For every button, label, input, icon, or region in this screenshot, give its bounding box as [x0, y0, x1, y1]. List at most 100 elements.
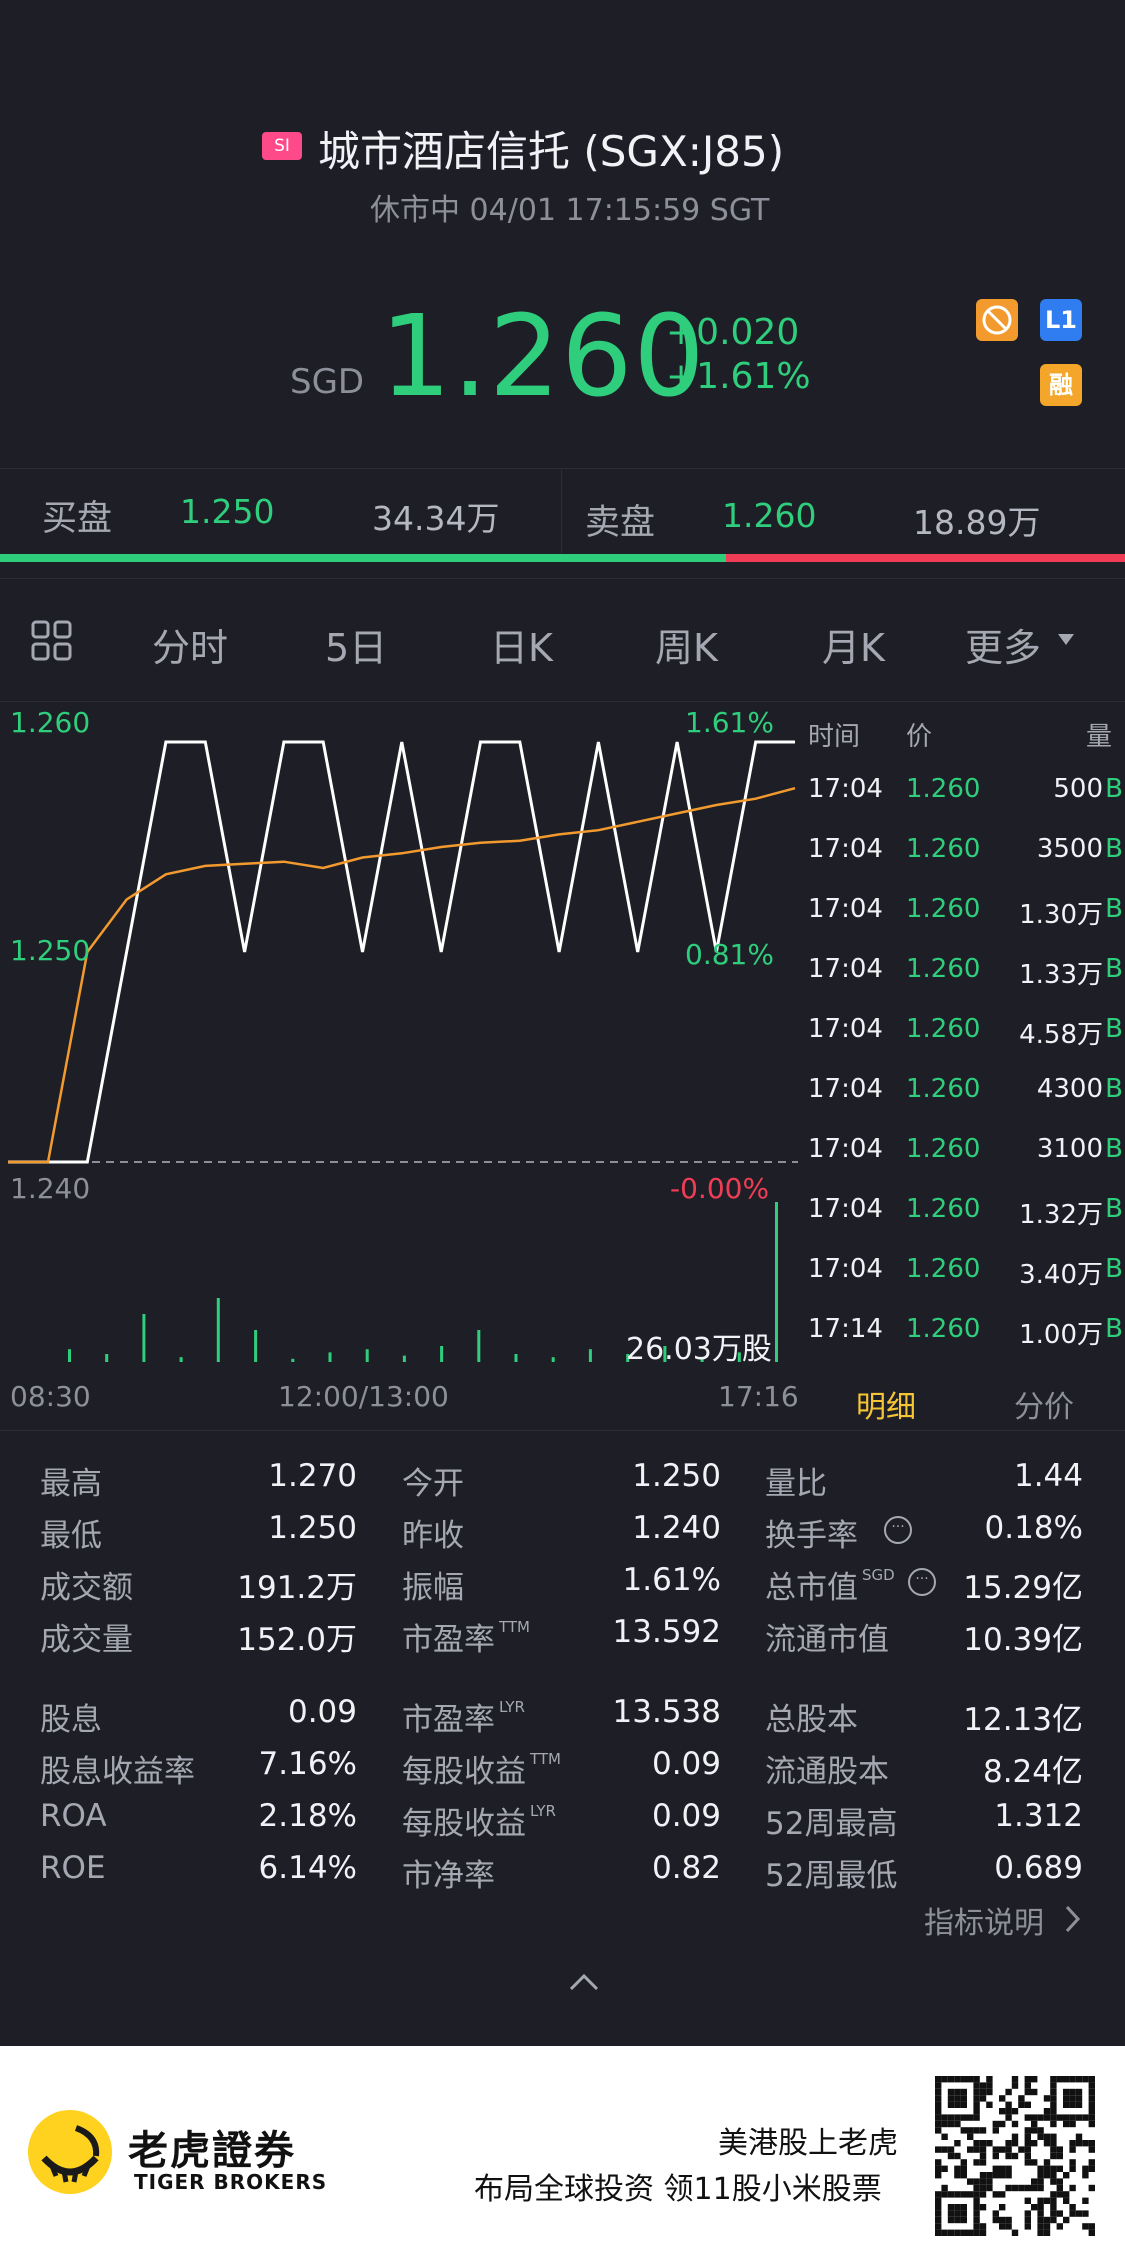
- stat-value: 191.2万: [237, 1570, 357, 1606]
- y-axis-mid-pct: 0.81%: [685, 938, 774, 971]
- stat-value: 1.61%: [622, 1562, 721, 1598]
- trade-time: 17:04: [808, 1074, 883, 1104]
- market-status: 休市中 04/01 17:15:59 SGT: [370, 193, 770, 228]
- tab-5day[interactable]: 5日: [325, 626, 388, 670]
- trade-price: 1.260: [906, 954, 981, 984]
- stat-superscript: LYR: [499, 1698, 525, 1716]
- trade-price: 1.260: [906, 1314, 981, 1344]
- chevron-down-icon[interactable]: [1058, 634, 1074, 645]
- volume-bar: [477, 1330, 481, 1362]
- trade-time: 17:04: [808, 1014, 883, 1044]
- trade-price: 1.260: [906, 834, 981, 864]
- ask-label: 卖盘: [585, 503, 656, 543]
- volume-bar: [365, 1349, 369, 1362]
- tiger-logo-icon: [26, 2108, 114, 2200]
- stat-label: 市盈率 LYR: [402, 1698, 525, 1738]
- stat-value: 0.09: [651, 1798, 721, 1834]
- period-tabs: 分时 5日 日K 周K 月K 更多: [0, 578, 1125, 702]
- volume-bar: [328, 1352, 332, 1362]
- stat-value: 1.250: [632, 1458, 721, 1494]
- info-icon[interactable]: ···: [908, 1568, 936, 1596]
- stat-value: 0.689: [994, 1850, 1083, 1886]
- volume-bar: [775, 1202, 778, 1362]
- volume-bar: [402, 1355, 406, 1362]
- info-icon[interactable]: ···: [884, 1516, 912, 1544]
- stat-value: 1.44: [1013, 1458, 1083, 1494]
- x-axis-mid: 12:00/13:00: [278, 1380, 449, 1413]
- trade-side: B: [1105, 894, 1123, 924]
- price-line: [8, 740, 795, 1164]
- trade-side: B: [1105, 1134, 1123, 1164]
- stat-value: 0.09: [287, 1694, 357, 1730]
- trade-volume: 4300: [1036, 1074, 1103, 1104]
- margin-badge[interactable]: 融: [1040, 364, 1082, 406]
- divider: [0, 468, 1125, 469]
- stat-label: 振幅: [402, 1570, 464, 1606]
- stat-label: 股息收益率: [40, 1754, 195, 1790]
- tab-more[interactable]: 更多: [965, 626, 1042, 670]
- y-axis-bottom-label: 1.240: [10, 1172, 91, 1205]
- stat-label: 流通股本: [765, 1754, 889, 1790]
- trade-side: B: [1105, 1194, 1123, 1224]
- y-axis-top-label: 1.260: [10, 706, 91, 739]
- stat-value: 1.312: [994, 1798, 1083, 1834]
- stat-label: 今开: [402, 1466, 464, 1502]
- x-axis-end: 17:16: [718, 1380, 799, 1413]
- chart-canvas: [8, 740, 798, 1362]
- x-axis-start: 08:30: [10, 1380, 91, 1413]
- tab-intraday[interactable]: 分时: [152, 626, 229, 670]
- trade-side: B: [1105, 1314, 1123, 1344]
- stat-value: 152.0万: [237, 1622, 357, 1658]
- tab-price-distribution[interactable]: 分价: [1014, 1390, 1074, 1425]
- level1-badge[interactable]: L1: [1040, 299, 1082, 341]
- tab-daily-k[interactable]: 日K: [490, 626, 553, 670]
- tab-trade-detail[interactable]: 明细: [856, 1390, 916, 1425]
- price-change: +0.020: [666, 312, 800, 353]
- stock-title: 城市酒店信托 (SGX:J85): [318, 127, 785, 176]
- trade-volume: 3500: [1036, 834, 1103, 864]
- chevron-right-icon[interactable]: [1064, 1904, 1082, 1938]
- chevron-right-svg: [1065, 1905, 1081, 1933]
- stat-superscript: LYR: [530, 1802, 556, 1820]
- stat-label: 市净率: [402, 1858, 495, 1894]
- grid-icon[interactable]: [30, 619, 74, 667]
- volume-total: 26.03万股: [626, 1332, 772, 1367]
- tab-weekly-k[interactable]: 周K: [655, 626, 718, 670]
- stat-value: 12.13亿: [963, 1702, 1083, 1738]
- bid-ask-bar: 买盘 1.250 34.34万 卖盘 1.260 18.89万: [0, 468, 1125, 562]
- stat-label: 换手率: [765, 1518, 858, 1554]
- trade-volume: 3100: [1036, 1134, 1103, 1164]
- trade-time: 17:04: [808, 1194, 883, 1224]
- trades-header-price: 价: [906, 722, 933, 752]
- no-short-icon[interactable]: [976, 299, 1018, 341]
- stat-superscript: TTM: [499, 1618, 531, 1636]
- chevron-up-icon[interactable]: [568, 1972, 600, 1996]
- stat-label: 每股收益 TTM: [402, 1750, 562, 1790]
- bid-price: 1.250: [180, 492, 275, 531]
- stat-value: 1.250: [268, 1510, 357, 1546]
- y-axis-mid-label: 1.250: [10, 934, 91, 967]
- no-short-icon-svg: [982, 305, 1012, 335]
- qr-code-icon[interactable]: [935, 2076, 1095, 2236]
- trade-time: 17:04: [808, 1134, 883, 1164]
- trade-price: 1.260: [906, 1074, 981, 1104]
- stat-value: 0.18%: [984, 1510, 1083, 1546]
- trade-detail-list[interactable]: 时间 价 量 17:04 1.260 500 B 17:04 1.260 3500 B 17:0…: [800, 702, 1125, 1362]
- volume-bar: [514, 1354, 518, 1362]
- indicator-help-link[interactable]: 指标说明: [924, 1906, 1044, 1941]
- stat-label: 总市值 SGD: [765, 1566, 895, 1606]
- volume-bar: [105, 1354, 109, 1362]
- promo-footer[interactable]: 老虎證券 TIGER BROKERS 美港股上老虎 布局全球投资 领11股小米股…: [0, 2046, 1125, 2264]
- stat-label: 每股收益 LYR: [402, 1802, 556, 1842]
- price-change-pct: +1.61%: [666, 356, 811, 397]
- tab-monthly-k[interactable]: 月K: [822, 626, 885, 670]
- stat-value: 2.18%: [258, 1798, 357, 1834]
- stat-label: 成交量: [40, 1622, 133, 1658]
- qr-code-svg: [935, 2076, 1095, 2236]
- volume-bar: [551, 1357, 555, 1362]
- intraday-chart[interactable]: 1.260 1.61% 1.250 0.81% 1.240 -0.00% 26.…: [0, 702, 800, 1392]
- trade-side: B: [1105, 1254, 1123, 1284]
- trade-price: 1.260: [906, 894, 981, 924]
- trade-time: 17:04: [808, 954, 883, 984]
- trade-time: 17:04: [808, 1254, 883, 1284]
